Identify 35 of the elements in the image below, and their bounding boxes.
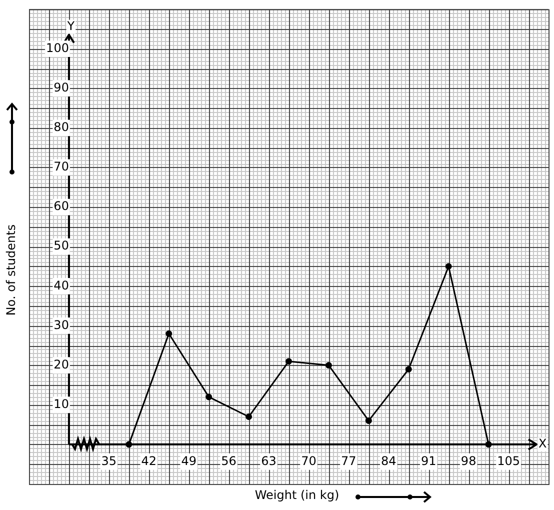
x-tick-label: 35 xyxy=(101,454,117,468)
y-tick-label: 40 xyxy=(54,278,69,292)
y-tick-label: 10 xyxy=(54,396,69,411)
point xyxy=(286,358,292,365)
x-tick-label: 105 xyxy=(497,454,520,468)
x-tick-label: 84 xyxy=(381,454,396,468)
point xyxy=(365,417,372,424)
x-tick-label: 49 xyxy=(181,454,196,468)
y-tick-label: 70 xyxy=(54,160,69,174)
x-tick-label: 70 xyxy=(301,454,316,468)
y-axis-title: No. of students xyxy=(4,224,18,316)
annotation: Y xyxy=(66,18,76,33)
y-tick-label: 60 xyxy=(54,199,69,214)
y-tick-label: 30 xyxy=(54,318,69,332)
y-tick-label: 100 xyxy=(46,40,69,55)
y-tick-label: 90 xyxy=(54,80,69,94)
x-tick-label: 42 xyxy=(141,454,157,468)
point xyxy=(246,413,252,420)
point xyxy=(126,441,132,448)
y-tick-label: 20 xyxy=(54,357,69,372)
point xyxy=(445,263,452,270)
x-tick-label: 77 xyxy=(341,454,356,468)
y-tick-label: 50 xyxy=(54,238,69,253)
y-tick-label: 80 xyxy=(54,120,69,134)
point xyxy=(485,441,492,448)
point xyxy=(166,330,172,337)
x-tick-label: 91 xyxy=(420,454,436,468)
x-tick-label: 63 xyxy=(261,454,276,468)
x-tick-label: 56 xyxy=(221,454,236,468)
point xyxy=(325,362,332,369)
annotation: X xyxy=(538,436,547,451)
point xyxy=(405,366,412,373)
point xyxy=(206,394,212,400)
x-tick-label: 98 xyxy=(460,454,476,468)
x-axis-title: Weight (in kg) xyxy=(254,488,340,502)
